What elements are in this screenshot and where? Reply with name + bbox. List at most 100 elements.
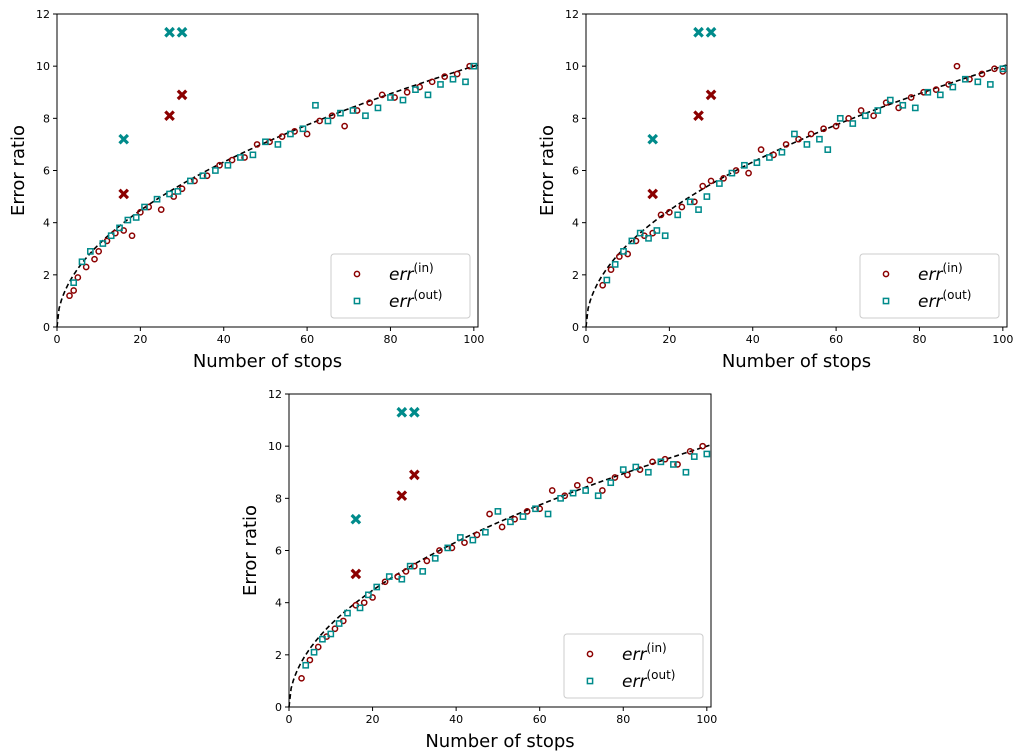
data-point: [870, 112, 877, 120]
data-point: [611, 261, 619, 268]
data-point: [387, 94, 394, 101]
data-point: [419, 568, 427, 575]
data-point: [398, 575, 406, 583]
x-tick-label: 0: [286, 713, 293, 726]
data-point: [381, 578, 389, 586]
data-point: [424, 91, 432, 99]
data-point: [932, 86, 940, 93]
data-point: [462, 78, 469, 86]
data-point: [402, 568, 410, 575]
x-tick-label: 100: [696, 713, 717, 726]
legend: err(in) err(out): [330, 253, 471, 319]
data-point: [599, 281, 607, 289]
data-point: [620, 248, 627, 255]
data-point: [78, 258, 86, 266]
legend-box: [563, 633, 704, 699]
y-tick-label: 10: [565, 60, 579, 73]
outlier-point: [396, 406, 408, 418]
data-point: [337, 109, 344, 117]
data-point: [899, 101, 907, 109]
x-tick-label: 80: [383, 333, 397, 346]
data-point: [166, 190, 173, 198]
data-point: [728, 169, 736, 177]
data-point: [716, 180, 723, 187]
data-point: [670, 461, 677, 468]
data-point: [757, 146, 765, 153]
y-tick-label: 0: [572, 321, 579, 334]
data-point: [519, 513, 527, 520]
data-point: [920, 88, 927, 96]
data-point: [431, 554, 439, 562]
data-point: [636, 229, 644, 237]
y-tick-label: 0: [43, 321, 50, 334]
data-point: [212, 167, 219, 174]
data-point: [782, 141, 790, 148]
data-point: [124, 216, 132, 224]
data-point: [607, 266, 615, 273]
data-point: [699, 442, 706, 450]
outlier-point: [350, 513, 362, 525]
data-point: [649, 458, 656, 466]
data-point: [824, 146, 832, 153]
data-point: [262, 138, 269, 146]
data-point: [362, 112, 369, 120]
y-tick-label: 4: [572, 217, 579, 230]
data-point: [498, 523, 506, 531]
x-tick-label: 0: [54, 333, 61, 346]
data-point: [449, 75, 457, 83]
data-point: [978, 70, 986, 78]
data-point: [403, 88, 411, 96]
data-point: [298, 674, 305, 682]
data-point: [410, 562, 418, 570]
data-point: [745, 169, 752, 177]
data-point: [911, 104, 919, 112]
y-axis-label: Error ratio: [537, 125, 558, 216]
y-tick-label: 2: [572, 269, 579, 282]
data-point: [607, 479, 615, 487]
data-point: [645, 234, 652, 242]
data-point: [666, 208, 673, 216]
data-point: [632, 237, 640, 245]
data-point: [316, 117, 323, 125]
data-point: [907, 94, 915, 101]
data-point: [353, 107, 361, 114]
y-tick-label: 8: [43, 112, 50, 125]
data-point: [237, 154, 244, 161]
data-point: [936, 91, 944, 99]
data-point: [310, 648, 318, 656]
data-point: [66, 292, 73, 300]
data-point: [70, 279, 78, 287]
data-point: [615, 253, 623, 260]
data-point: [456, 534, 464, 541]
data-point: [657, 458, 665, 466]
data-point: [628, 237, 636, 245]
data-point: [699, 182, 707, 190]
y-tick-label: 4: [275, 597, 282, 610]
data-point: [287, 130, 294, 138]
data-point: [507, 518, 514, 526]
outlier-point: [409, 406, 420, 418]
outlier-point: [705, 89, 717, 101]
data-point: [703, 193, 711, 200]
data-point: [203, 172, 211, 180]
outlier-point: [164, 26, 175, 38]
legend-marker-in: [353, 270, 361, 278]
x-tick-label: 20: [662, 333, 676, 346]
y-tick-label: 4: [43, 217, 50, 230]
outlier-point: [693, 26, 704, 38]
data-point: [632, 463, 640, 471]
data-point: [412, 86, 419, 93]
data-point: [373, 583, 381, 591]
data-point: [82, 263, 90, 271]
data-point: [378, 91, 386, 99]
legend: err(in) err(out): [563, 633, 704, 699]
data-point: [473, 531, 481, 539]
data-point: [470, 62, 478, 70]
data-point: [999, 65, 1007, 73]
data-point: [720, 174, 727, 182]
chart-panel-2: 0 20 40 60 80 100 0 2 4 6 8 10 12 Number of stops Erro…: [537, 8, 1013, 372]
data-point: [766, 154, 773, 161]
data-point: [832, 122, 840, 130]
outlier-point: [176, 89, 188, 101]
